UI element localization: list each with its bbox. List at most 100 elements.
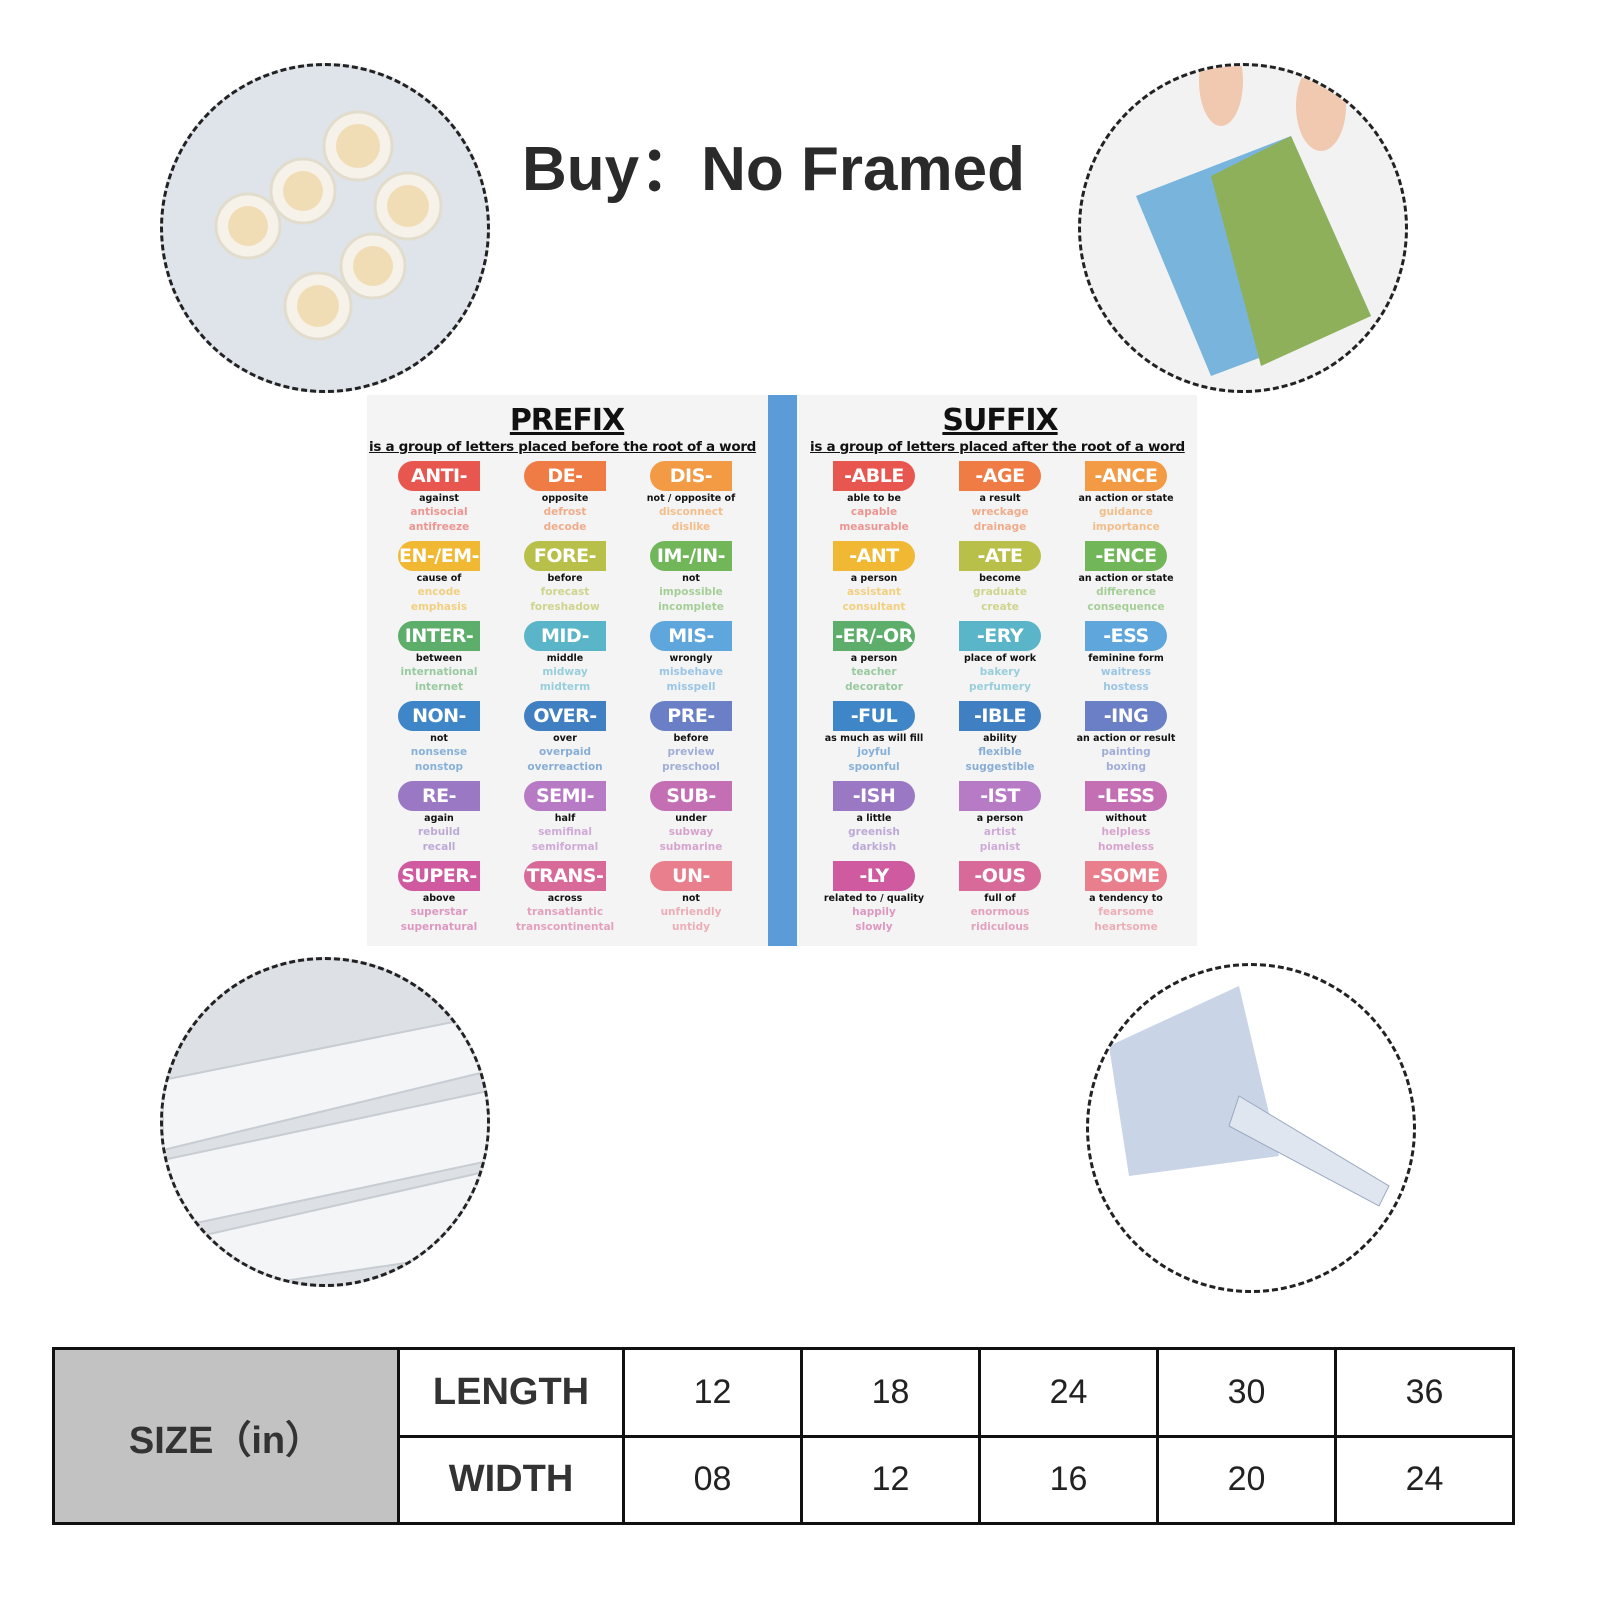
suffix-card: -ER/-OR a person teacher decorator xyxy=(811,621,937,694)
prefix-tag: DE- xyxy=(524,461,606,491)
suffix-meaning: able to be xyxy=(847,493,901,504)
suffix-example: ridiculous xyxy=(970,921,1030,933)
prefix-example: antifreeze xyxy=(408,521,470,533)
prefix-title: PREFIX xyxy=(509,403,625,438)
suffix-example: heartsome xyxy=(1094,921,1158,933)
prefix-tag: DIS- xyxy=(650,461,732,491)
suffix-tag: -ISH xyxy=(833,781,915,811)
prefix-meaning: wrongly xyxy=(669,653,713,664)
suffix-card: -AGE a result wreckage drainage xyxy=(937,461,1063,534)
suffix-example: difference xyxy=(1096,586,1156,598)
prefix-example: nonstop xyxy=(414,761,464,773)
prefix-example: disconnect xyxy=(658,506,724,518)
prefix-example: nonsense xyxy=(410,746,468,758)
prefix-tag: RE- xyxy=(398,781,480,811)
length-value: 18 xyxy=(800,1347,981,1438)
prefix-example: overreaction xyxy=(527,761,603,773)
prefix-tag: INTER- xyxy=(398,621,480,651)
suffix-tag: -AGE xyxy=(959,461,1041,491)
length-value: 30 xyxy=(1156,1347,1337,1438)
suffix-example: guidance xyxy=(1098,506,1153,518)
prefix-card: UN- not unfriendly untidy xyxy=(628,861,754,934)
suffix-example: artist xyxy=(983,826,1017,838)
suffix-card: -ABLE able to be capable measurable xyxy=(811,461,937,534)
prefix-card: PRE- before preview preschool xyxy=(628,701,754,774)
suffix-tag: -ANT xyxy=(833,541,915,571)
suffix-card: -ANT a person assistant consultant xyxy=(811,541,937,614)
width-value: 20 xyxy=(1156,1434,1337,1525)
suffix-tag: -ENCE xyxy=(1085,541,1167,571)
suffix-tag: -OUS xyxy=(959,861,1041,891)
suffix-tag: -LESS xyxy=(1085,781,1167,811)
prefix-example: subway xyxy=(668,826,714,838)
prefix-suffix-poster: PREFIX is a group of letters placed befo… xyxy=(367,395,1197,946)
length-label: LENGTH xyxy=(397,1347,625,1438)
suffix-tag: -IST xyxy=(959,781,1041,811)
prefix-example: recall xyxy=(422,841,456,853)
suffix-tag: -ANCE xyxy=(1085,461,1167,491)
prefix-example: midterm xyxy=(539,681,591,693)
prefix-tag: EN-/EM- xyxy=(398,541,480,571)
prefix-example: unfriendly xyxy=(660,906,722,918)
width-value: 08 xyxy=(622,1434,803,1525)
prefix-example: preview xyxy=(667,746,715,758)
rolled-canvas-icon xyxy=(163,1018,487,1284)
suffix-card: -FUL as much as will fill joyful spoonfu… xyxy=(811,701,937,774)
prefix-meaning: half xyxy=(554,813,576,824)
prefix-example: transatlantic xyxy=(526,906,604,918)
length-value: 24 xyxy=(978,1347,1159,1438)
suffix-example: suggestible xyxy=(965,761,1035,773)
suffix-meaning: place of work xyxy=(963,653,1037,664)
prefix-example: antisocial xyxy=(410,506,468,518)
suffix-card: -SOME a tendency to fearsome heartsome xyxy=(1063,861,1189,934)
prefix-meaning: not / opposite of xyxy=(646,493,736,504)
suffix-example: pianist xyxy=(979,841,1021,853)
suffix-tag: -ER/-OR xyxy=(833,621,915,651)
suffix-meaning: without xyxy=(1105,813,1147,824)
prefix-example: foreshadow xyxy=(530,601,600,613)
prefix-tag: SUPER- xyxy=(398,861,480,891)
canvas-print-photo xyxy=(1078,63,1408,393)
suffix-example: flexible xyxy=(978,746,1022,758)
prefix-tag: PRE- xyxy=(650,701,732,731)
suffix-example: helpless xyxy=(1101,826,1151,838)
suffix-meaning: a little xyxy=(856,813,892,824)
prefix-card: SEMI- half semifinal semiformal xyxy=(502,781,628,854)
prefix-tag: UN- xyxy=(650,861,732,891)
page-title: Buy：No Framed xyxy=(522,135,1025,204)
prefix-card: MIS- wrongly misbehave misspell xyxy=(628,621,754,694)
suffix-tag: -ABLE xyxy=(833,461,915,491)
prefix-example: encode xyxy=(417,586,461,598)
suffix-example: consequence xyxy=(1087,601,1165,613)
suffix-meaning: a tendency to xyxy=(1089,893,1163,904)
prefix-example: midway xyxy=(542,666,588,678)
suffix-tag: -IBLE xyxy=(959,701,1041,731)
suffix-example: enormous xyxy=(970,906,1030,918)
prefix-card: MID- middle midway midterm xyxy=(502,621,628,694)
prefix-example: defrost xyxy=(543,506,587,518)
bubble-wrap-tube-icon xyxy=(1109,986,1390,1207)
prefix-meaning: not xyxy=(682,573,700,584)
prefix-example: preschool xyxy=(662,761,720,773)
suffix-example: wreckage xyxy=(971,506,1029,518)
prefix-meaning: cause of xyxy=(416,573,462,584)
prefix-card: EN-/EM- cause of encode emphasis xyxy=(376,541,502,614)
prefix-example: incomplete xyxy=(658,601,724,613)
prefix-example: dislike xyxy=(671,521,711,533)
length-value: 12 xyxy=(622,1347,803,1438)
suffix-card: -IBLE ability flexible suggestible xyxy=(937,701,1063,774)
prefix-example: rebuild xyxy=(417,826,460,838)
suffix-meaning: as much as will fill xyxy=(824,733,924,744)
prefix-example: transcontinental xyxy=(515,921,615,933)
prefix-example: overpaid xyxy=(538,746,592,758)
suffix-example: measurable xyxy=(839,521,909,533)
rolled-canvas-photo xyxy=(160,957,490,1287)
suffix-example: happily xyxy=(852,906,896,918)
width-value: 16 xyxy=(978,1434,1159,1525)
suffix-meaning: ability xyxy=(983,733,1017,744)
suffix-example: painting xyxy=(1101,746,1151,758)
suffix-meaning: feminine form xyxy=(1088,653,1164,664)
suffix-meaning: become xyxy=(979,573,1021,584)
suffix-card: -ERY place of work bakery perfumery xyxy=(937,621,1063,694)
prefix-meaning: above xyxy=(422,893,456,904)
